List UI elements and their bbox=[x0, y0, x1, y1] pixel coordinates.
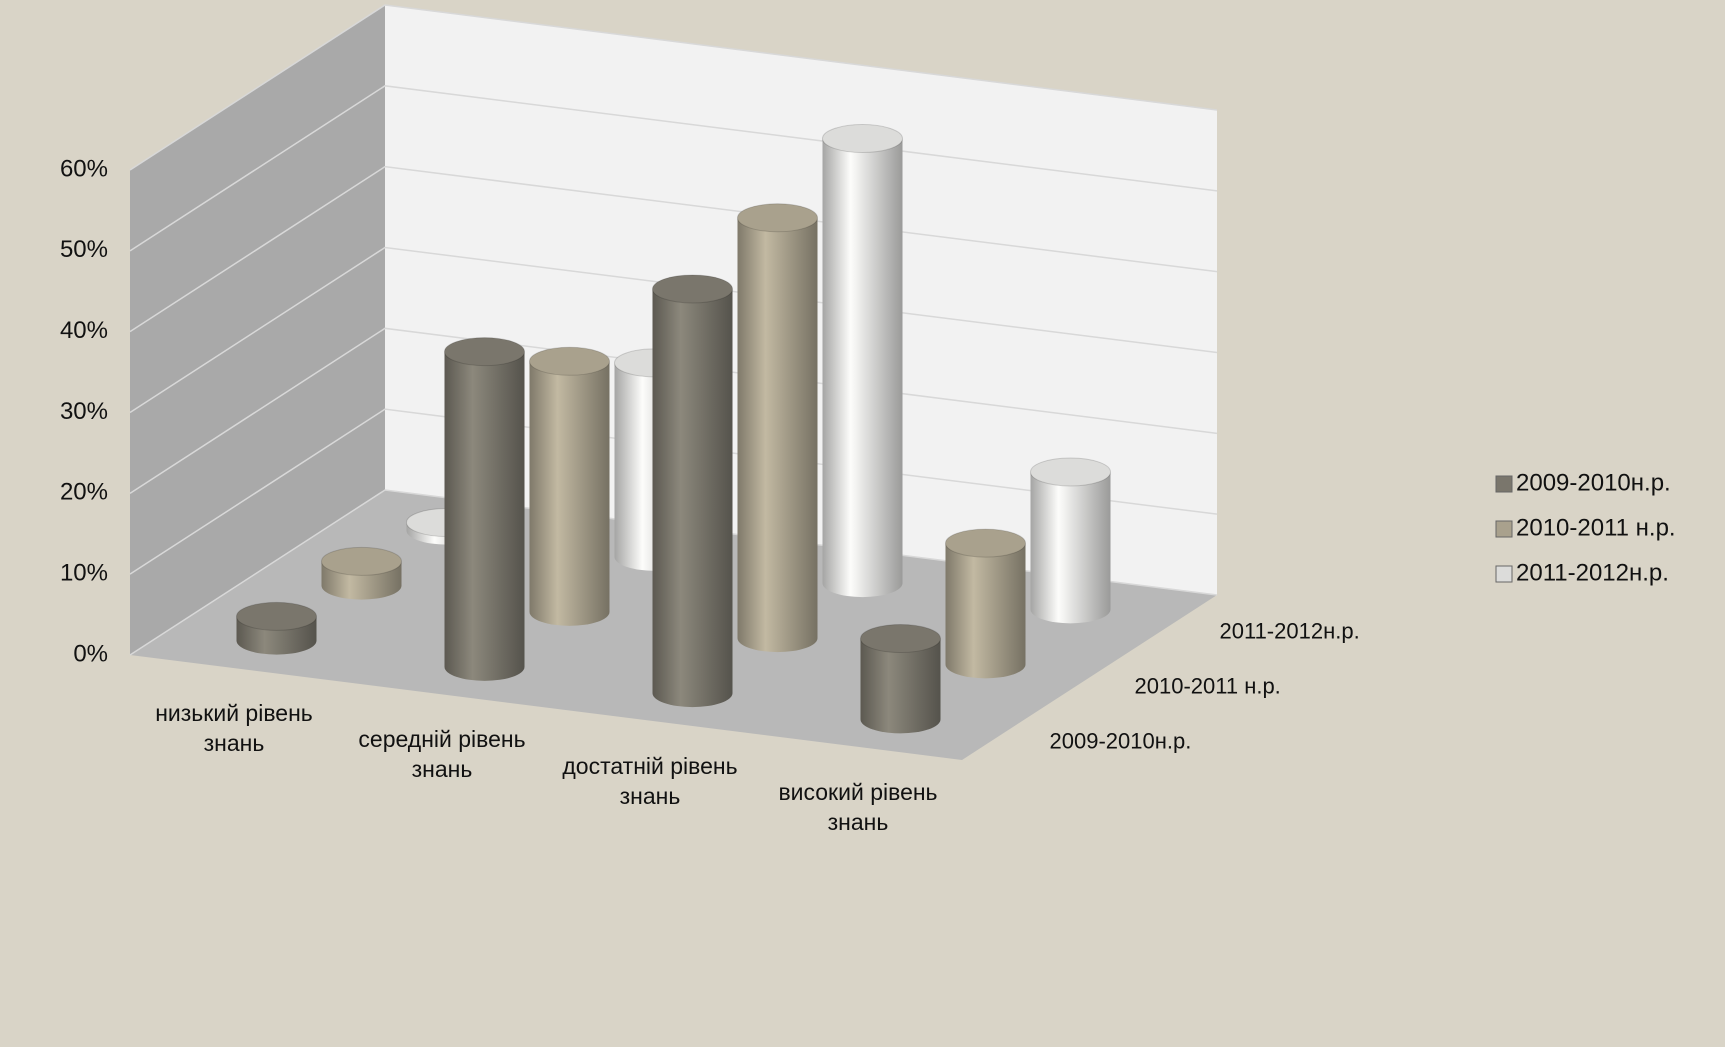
cylinder-top bbox=[945, 528, 1026, 558]
cylinder-top bbox=[1030, 457, 1111, 487]
grid-line bbox=[129, 246, 1218, 414]
cylinder bbox=[822, 138, 903, 598]
cylinder bbox=[945, 543, 1026, 679]
grid-line bbox=[129, 327, 1218, 494]
cylinder-top bbox=[860, 624, 941, 654]
legend-swatch bbox=[1495, 520, 1513, 538]
grid-line bbox=[129, 408, 1218, 575]
legend-swatch bbox=[1495, 565, 1513, 583]
depth-label: 2011-2012н.р. bbox=[1220, 618, 1360, 643]
cylinder-top bbox=[737, 203, 818, 233]
legend-label: 2009-2010н.р. bbox=[1516, 469, 1671, 496]
depth-label: 2009-2010н.р. bbox=[1050, 728, 1192, 753]
grid-line bbox=[129, 165, 1218, 333]
cylinder-top bbox=[529, 346, 610, 376]
cylinder bbox=[1030, 471, 1111, 624]
y-tick-label: 60% bbox=[60, 155, 108, 182]
cylinder bbox=[860, 638, 941, 734]
y-tick-label: 40% bbox=[60, 317, 108, 344]
grid-line bbox=[129, 85, 1218, 252]
legend-label: 2011-2012н.р. bbox=[1516, 559, 1669, 586]
x-tick-label: низький рівень знань bbox=[155, 700, 313, 757]
cylinder bbox=[444, 351, 525, 681]
y-tick-label: 10% bbox=[60, 560, 108, 587]
y-tick-label: 50% bbox=[60, 236, 108, 263]
legend-label: 2010-2011 н.р. bbox=[1516, 514, 1676, 541]
cylinder-top bbox=[652, 274, 733, 304]
cylinder-top bbox=[444, 337, 525, 367]
y-tick-label: 0% bbox=[73, 640, 108, 667]
y-tick-label: 20% bbox=[60, 479, 108, 506]
cylinder bbox=[529, 361, 610, 626]
x-tick-label: високий рівень знань bbox=[778, 778, 938, 835]
cylinder-top bbox=[822, 124, 903, 154]
cylinder-top bbox=[236, 601, 317, 631]
x-tick-label: середній рівень знань bbox=[358, 726, 526, 783]
grid-line bbox=[129, 489, 1218, 656]
cylinder-top bbox=[321, 546, 402, 576]
cylinder bbox=[737, 217, 818, 653]
x-tick-label: достатній рівень знань bbox=[562, 752, 738, 809]
cylinder bbox=[652, 288, 733, 708]
y-tick-label: 30% bbox=[60, 398, 108, 425]
grid-line bbox=[129, 4, 1218, 171]
depth-label: 2010-2011 н.р. bbox=[1135, 673, 1281, 698]
legend-swatch bbox=[1495, 475, 1513, 493]
